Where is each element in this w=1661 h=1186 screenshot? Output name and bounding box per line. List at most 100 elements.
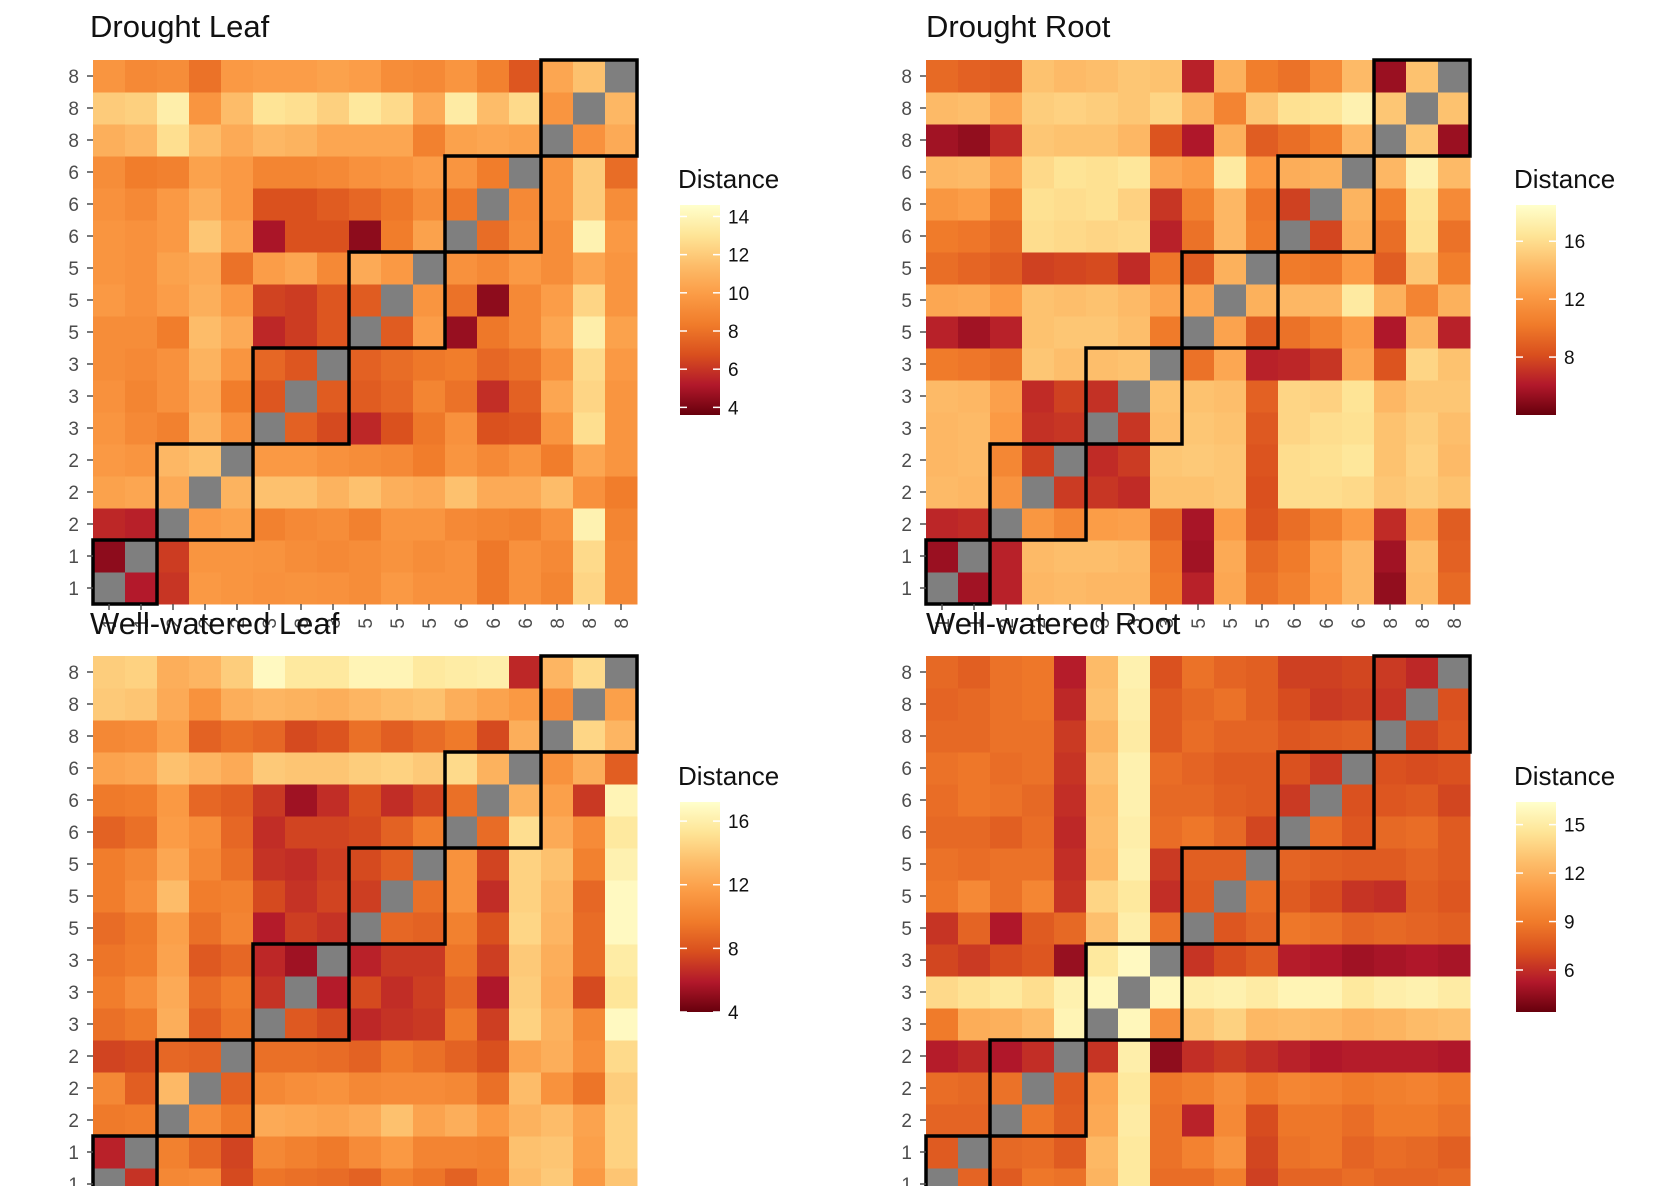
- heatmap-cell: [93, 412, 126, 445]
- heatmap-cell: [477, 572, 510, 605]
- heatmap-cell: [125, 720, 158, 753]
- heatmap-cell: [1182, 156, 1215, 189]
- heatmap-cell: [1150, 572, 1183, 605]
- heatmap-cell: [317, 1040, 350, 1073]
- heatmap-cell: [1246, 784, 1279, 817]
- heatmap-cell: [317, 720, 350, 753]
- heatmap-cell: [349, 1168, 382, 1186]
- heatmap-cell-diagonal: [926, 1168, 959, 1186]
- heatmap-cell: [189, 540, 222, 573]
- heatmap-cell: [413, 816, 446, 849]
- heatmap-cell: [1246, 1104, 1279, 1137]
- heatmap-cell: [253, 656, 286, 689]
- heatmap-cell: [381, 444, 414, 477]
- group-outline: [155, 442, 255, 542]
- heatmap-cell: [125, 60, 158, 93]
- heatmap-cell: [1086, 252, 1119, 285]
- heatmap-cell: [221, 316, 254, 349]
- heatmap-cell: [990, 1168, 1023, 1186]
- heatmap-cell: [93, 1040, 126, 1073]
- heatmap-cell: [605, 220, 638, 253]
- heatmap-cell: [381, 784, 414, 817]
- group-outline: [347, 846, 447, 946]
- heatmap-cell: [1438, 124, 1471, 157]
- heatmap-cell: [125, 188, 158, 221]
- heatmap-cell: [189, 688, 222, 721]
- heatmap-cell: [349, 188, 382, 221]
- heatmap-cell: [477, 1072, 510, 1105]
- heatmap-cell: [1054, 540, 1087, 573]
- y-tick-label: 3: [901, 1015, 912, 1036]
- heatmap-cell: [285, 572, 318, 605]
- heatmap-cell: [445, 508, 478, 541]
- y-tick-label: 2: [68, 1079, 79, 1100]
- heatmap-cell: [1406, 976, 1439, 1009]
- heatmap-cell: [1054, 1104, 1087, 1137]
- y-tick-label: 3: [68, 983, 79, 1004]
- y-tick-label: 1: [68, 579, 79, 600]
- heatmap-cell: [541, 476, 574, 509]
- heatmap-cell: [509, 880, 542, 913]
- heatmap-cell: [221, 976, 254, 1009]
- heatmap-cell: [605, 476, 638, 509]
- heatmap-cell: [1278, 188, 1311, 221]
- heatmap-cell: [1118, 92, 1151, 125]
- heatmap-cell: [1246, 188, 1279, 221]
- heatmap-cell: [1310, 880, 1343, 913]
- heatmap-cell: [1374, 60, 1407, 93]
- heatmap-cell: [1150, 444, 1183, 477]
- heatmap-cell: [926, 1104, 959, 1137]
- heatmap-cell: [1374, 1008, 1407, 1041]
- heatmap-cell: [1342, 912, 1375, 945]
- heatmap-cell: [926, 156, 959, 189]
- heatmap-cell: [541, 412, 574, 445]
- heatmap-cell: [477, 60, 510, 93]
- heatmap-cell: [1374, 508, 1407, 541]
- heatmap-cell-diagonal: [477, 188, 510, 221]
- heatmap-cell: [413, 188, 446, 221]
- heatmap-cell: [1118, 720, 1151, 753]
- heatmap-cell: [1438, 1072, 1471, 1105]
- heatmap-cell-diagonal: [1086, 1008, 1119, 1041]
- heatmap-cell: [1150, 1136, 1183, 1169]
- heatmap-cell: [1054, 1008, 1087, 1041]
- heatmap-cell: [413, 656, 446, 689]
- heatmap-cell: [990, 348, 1023, 381]
- heatmap-cell: [605, 1008, 638, 1041]
- heatmap-cell-diagonal: [317, 348, 350, 381]
- heatmap-cell: [1374, 976, 1407, 1009]
- heatmap-cell: [317, 816, 350, 849]
- heatmap-cell: [1054, 572, 1087, 605]
- heatmap-cell: [285, 1008, 318, 1041]
- heatmap-cell-diagonal: [1278, 816, 1311, 849]
- heatmap-cell: [93, 1072, 126, 1105]
- heatmap-cell: [349, 720, 382, 753]
- heatmap-cell: [125, 380, 158, 413]
- heatmap-cell: [93, 92, 126, 125]
- heatmap-cell: [1438, 188, 1471, 221]
- heatmap-cell: [1054, 476, 1087, 509]
- heatmap-cell: [1246, 944, 1279, 977]
- heatmap-cell: [1022, 1168, 1055, 1186]
- heatmap-cell: [445, 540, 478, 573]
- heatmap-cell: [1278, 1136, 1311, 1169]
- heatmap-cell: [1182, 1072, 1215, 1105]
- heatmap-cell: [317, 880, 350, 913]
- x-tick-label: 2: [997, 618, 1018, 629]
- heatmap-cell: [1214, 124, 1247, 157]
- heatmap-cell: [157, 1008, 190, 1041]
- heatmap-cell: [1214, 1168, 1247, 1186]
- heatmap-cell: [381, 1040, 414, 1073]
- heatmap-cell: [509, 1008, 542, 1041]
- heatmap-cell: [1310, 816, 1343, 849]
- heatmap-cell: [253, 316, 286, 349]
- heatmap-cell: [349, 976, 382, 1009]
- heatmap-cell: [1118, 816, 1151, 849]
- heatmap-cell: [541, 316, 574, 349]
- heatmap-cell: [1310, 752, 1343, 785]
- heatmap-cell: [1214, 688, 1247, 721]
- heatmap-cell: [1118, 784, 1151, 817]
- heatmap-cell: [1182, 1008, 1215, 1041]
- legend-tick-label: 15: [1564, 816, 1585, 837]
- heatmap-cell: [605, 284, 638, 317]
